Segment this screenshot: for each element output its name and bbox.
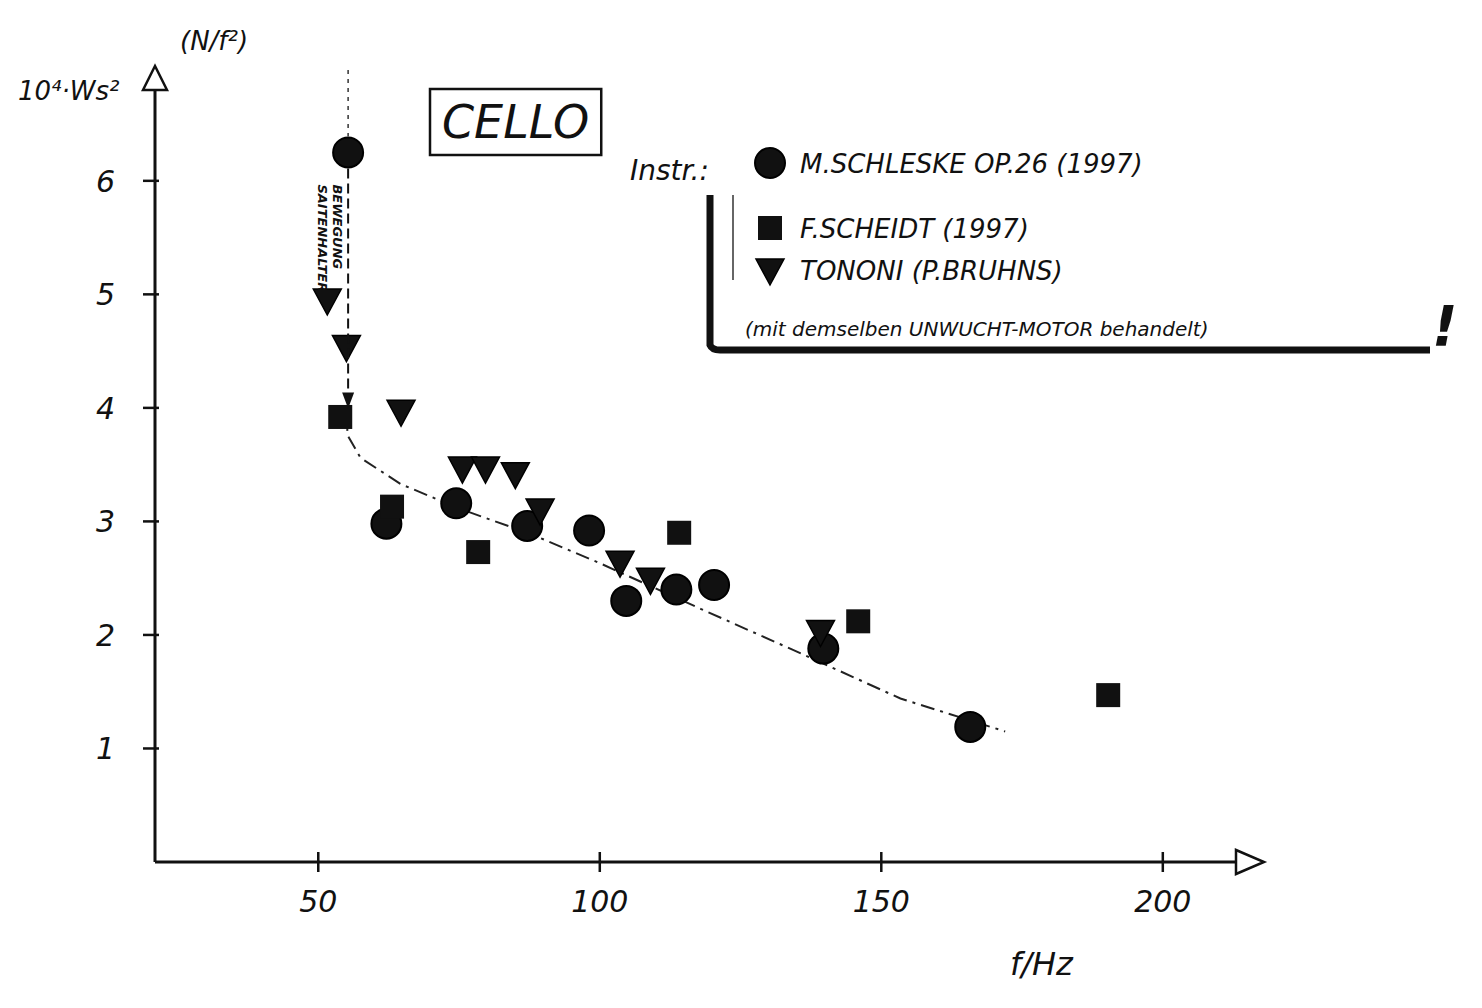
legend-label: TONONI (P.BRUHNS) <box>800 256 1063 286</box>
y-tick-label: 3 <box>96 504 115 539</box>
x-tick <box>317 852 320 872</box>
annotation-line-text: BEWEGUNG <box>330 184 345 269</box>
data-point <box>526 499 554 525</box>
legend-label: M.SCHLESKE OP.26 (1997) <box>800 149 1143 179</box>
data-point <box>387 400 415 426</box>
data-point <box>806 621 834 647</box>
y-tick <box>143 520 159 523</box>
data-point <box>333 137 363 167</box>
data-point <box>332 336 360 362</box>
x-arrow <box>1236 850 1264 874</box>
data-point <box>667 521 691 545</box>
annotation-line <box>347 70 349 136</box>
data-point <box>699 570 729 600</box>
y-tick <box>143 407 159 410</box>
legend-note: (mit demselben UNWUCHT-MOTOR behandelt) <box>745 317 1208 341</box>
chart: 50 100 150 200 1 2 3 4 5 6 10⁴·Ws² (N/f²) f/Hz CELLO S… <box>0 0 1482 1008</box>
data-point <box>606 551 634 577</box>
legend-marker <box>755 148 785 178</box>
data-point <box>380 495 404 519</box>
x-tick <box>1162 852 1165 872</box>
title: CELLO <box>442 95 589 149</box>
legend-marker <box>756 259 784 285</box>
legend-arrow <box>732 195 734 280</box>
plot <box>313 137 1120 741</box>
data-point <box>501 463 529 489</box>
y-tick <box>143 293 159 296</box>
y-tick <box>143 747 159 750</box>
annotation: SAITENHALTERBEWEGUNG <box>315 184 345 292</box>
data-point <box>661 575 691 605</box>
y-tick-label: 1 <box>96 731 115 766</box>
data-point <box>846 609 870 633</box>
title-box <box>430 89 601 155</box>
annotation-arrowhead <box>342 392 354 408</box>
data-point <box>466 540 490 564</box>
legend-bracket <box>710 195 1430 350</box>
y-label-unit: (N/f²) <box>180 26 248 56</box>
fit-line <box>346 408 1005 732</box>
data-point <box>448 457 476 483</box>
x-tick <box>880 852 883 872</box>
y-tick-label: 4 <box>96 391 115 426</box>
x-tick-label: 150 <box>853 884 910 919</box>
legend-label: F.SCHEIDT (1997) <box>800 214 1029 244</box>
y-axis <box>154 90 157 862</box>
y-arrow <box>143 66 167 90</box>
x-tick <box>599 852 602 872</box>
legend-marker <box>758 216 782 240</box>
y-label: 10⁴·Ws² <box>18 76 119 106</box>
data-point <box>441 488 471 518</box>
annotation-arrow <box>347 168 349 402</box>
data-point <box>636 568 664 594</box>
data-point <box>328 405 352 429</box>
legend-title: Instr.: <box>630 154 709 187</box>
data-point <box>313 289 341 315</box>
data-point <box>574 515 604 545</box>
y-tick <box>143 634 159 637</box>
annotation-line-text: SAITENHALTER <box>315 184 330 292</box>
data-point <box>955 712 985 742</box>
data-point <box>1096 683 1120 707</box>
data-point <box>611 586 641 616</box>
y-tick-label: 2 <box>96 618 115 653</box>
x-tick-label: 50 <box>299 884 337 919</box>
x-tick-label: 100 <box>571 884 628 919</box>
legend-mark: ! <box>1432 293 1458 358</box>
y-tick-label: 6 <box>96 164 115 199</box>
x-label: f/Hz <box>1010 945 1074 983</box>
y-tick <box>143 180 159 183</box>
data-point <box>471 457 499 483</box>
x-tick-label: 200 <box>1134 884 1191 919</box>
y-tick-label: 5 <box>96 277 115 312</box>
